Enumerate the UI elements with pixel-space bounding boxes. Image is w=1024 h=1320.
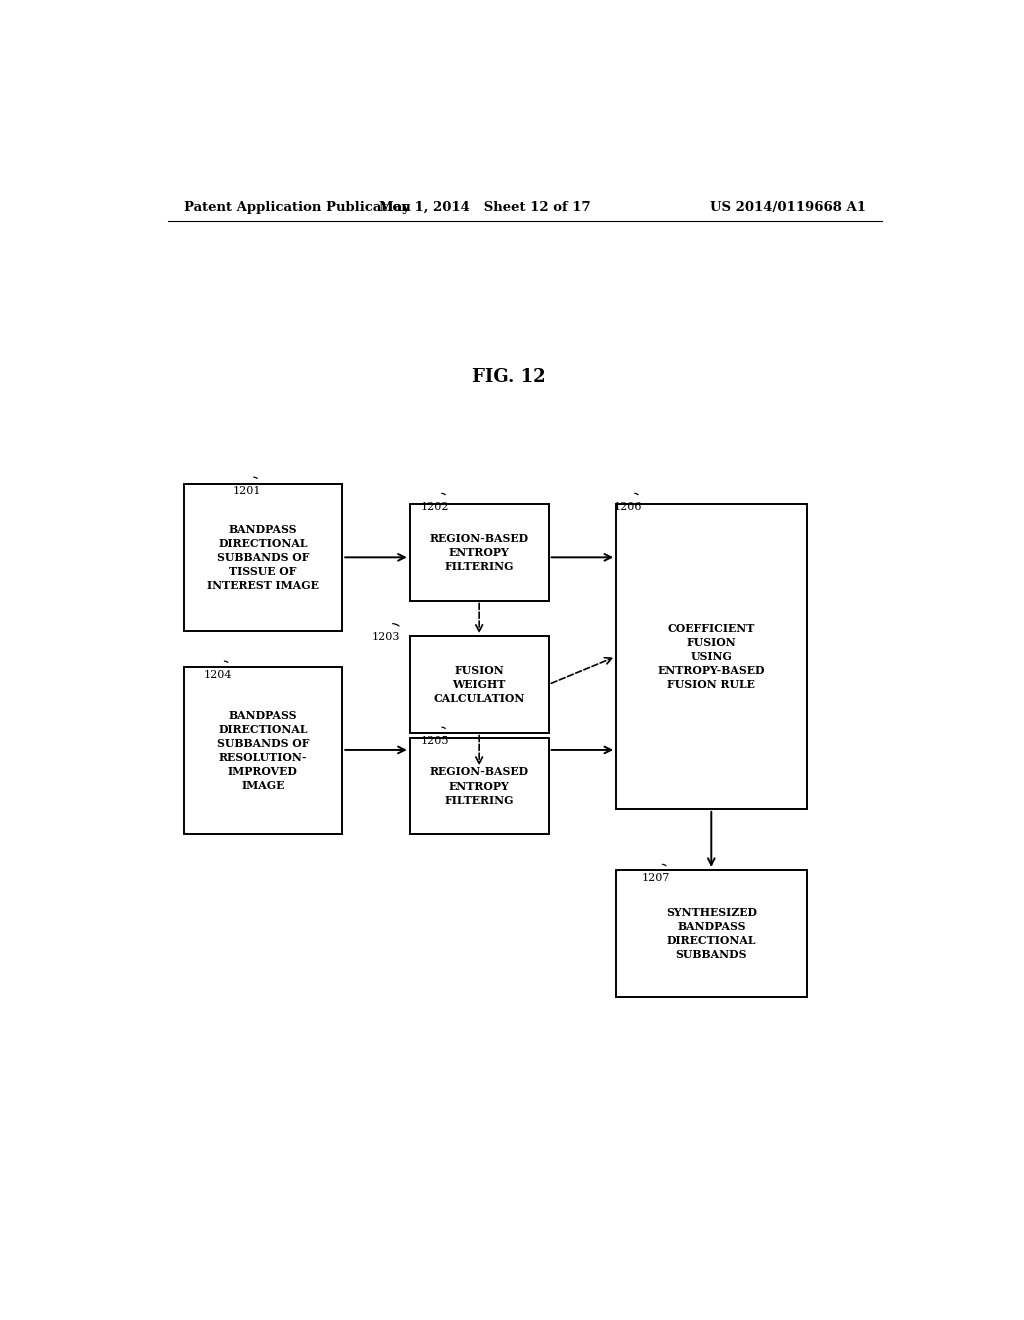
Text: 1205: 1205 xyxy=(421,735,450,746)
Text: US 2014/0119668 A1: US 2014/0119668 A1 xyxy=(710,201,866,214)
Text: 1201: 1201 xyxy=(232,486,261,496)
Text: COEFFICIENT
FUSION
USING
ENTROPY-BASED
FUSION RULE: COEFFICIENT FUSION USING ENTROPY-BASED F… xyxy=(657,623,765,690)
Text: FIG. 12: FIG. 12 xyxy=(472,368,546,385)
Bar xyxy=(183,483,342,631)
Text: SYNTHESIZED
BANDPASS
DIRECTIONAL
SUBBANDS: SYNTHESIZED BANDPASS DIRECTIONAL SUBBAND… xyxy=(666,907,757,960)
Text: 1204: 1204 xyxy=(204,669,231,680)
Bar xyxy=(410,504,549,601)
Text: 1203: 1203 xyxy=(372,632,400,642)
Text: BANDPASS
DIRECTIONAL
SUBBANDS OF
TISSUE OF
INTEREST IMAGE: BANDPASS DIRECTIONAL SUBBANDS OF TISSUE … xyxy=(207,524,318,591)
Bar xyxy=(410,636,549,733)
Bar xyxy=(183,667,342,834)
Text: May 1, 2014   Sheet 12 of 17: May 1, 2014 Sheet 12 of 17 xyxy=(379,201,591,214)
Bar xyxy=(410,738,549,834)
Text: BANDPASS
DIRECTIONAL
SUBBANDS OF
RESOLUTION-
IMPROVED
IMAGE: BANDPASS DIRECTIONAL SUBBANDS OF RESOLUT… xyxy=(217,710,309,791)
Text: 1202: 1202 xyxy=(421,502,450,512)
Bar xyxy=(616,870,807,997)
Text: REGION-BASED
ENTROPY
FILTERING: REGION-BASED ENTROPY FILTERING xyxy=(430,767,528,805)
Text: REGION-BASED
ENTROPY
FILTERING: REGION-BASED ENTROPY FILTERING xyxy=(430,532,528,572)
Text: 1207: 1207 xyxy=(642,873,670,883)
Text: Patent Application Publication: Patent Application Publication xyxy=(183,201,411,214)
Text: 1206: 1206 xyxy=(613,502,642,512)
Text: FUSION
WEIGHT
CALCULATION: FUSION WEIGHT CALCULATION xyxy=(433,665,525,704)
Bar xyxy=(616,504,807,809)
